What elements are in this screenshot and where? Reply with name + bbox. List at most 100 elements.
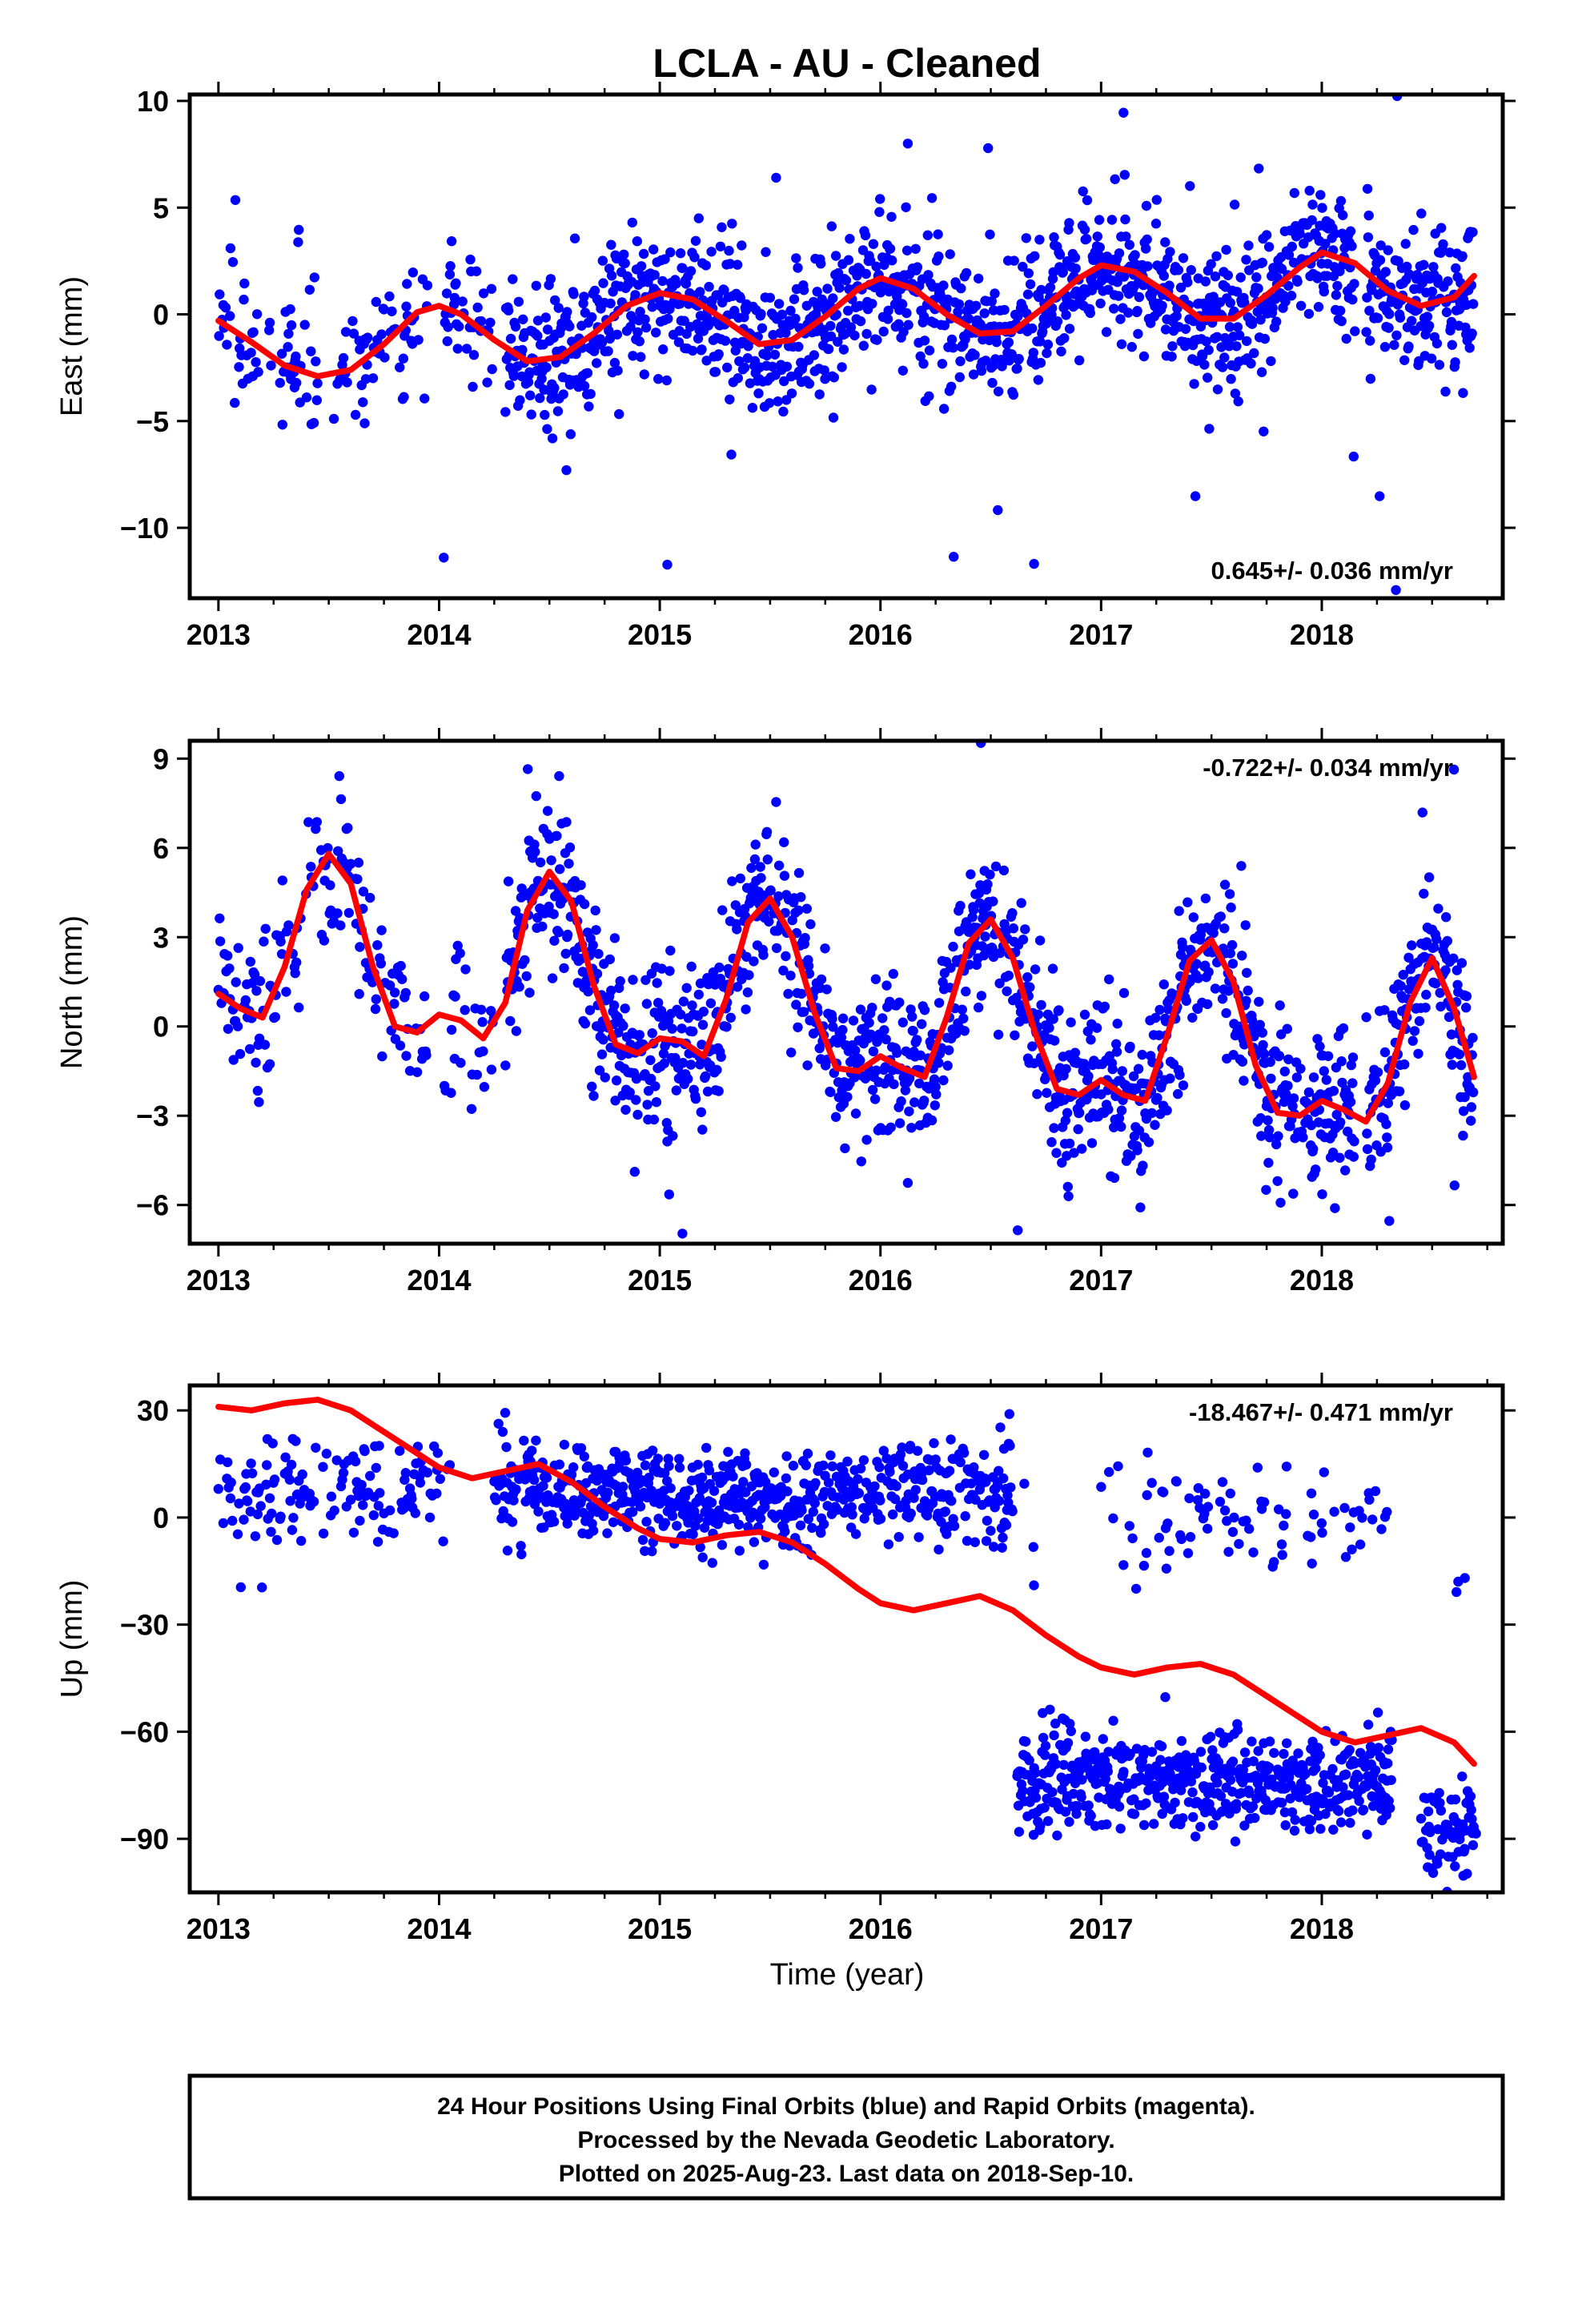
- data-point: [1370, 1486, 1381, 1497]
- data-point: [1217, 994, 1228, 1004]
- y-axis-label: East (mm): [55, 276, 89, 416]
- data-point: [1033, 375, 1044, 385]
- data-point: [930, 1454, 941, 1465]
- data-point: [460, 1005, 470, 1015]
- data-point: [888, 968, 899, 979]
- data-point: [242, 1496, 253, 1506]
- data-point: [1130, 250, 1140, 260]
- data-point: [717, 1540, 728, 1550]
- data-point: [493, 1418, 504, 1429]
- data-point: [328, 413, 339, 424]
- data-point: [963, 313, 974, 324]
- data-point: [690, 1521, 701, 1531]
- data-point: [1315, 1750, 1325, 1760]
- data-point: [926, 193, 938, 203]
- data-point: [331, 1455, 342, 1466]
- data-point: [735, 293, 745, 304]
- data-point: [291, 957, 302, 968]
- data-point: [591, 925, 601, 935]
- data-point: [934, 1544, 944, 1555]
- velocity-label: -0.722+/- 0.034 mm/yr: [1203, 754, 1453, 782]
- data-point: [515, 395, 525, 405]
- data-point: [384, 291, 395, 302]
- data-point: [1018, 261, 1028, 272]
- data-point: [1468, 1839, 1479, 1851]
- data-point: [569, 233, 580, 243]
- data-point: [1458, 1106, 1469, 1116]
- data-point: [218, 1518, 229, 1529]
- data-point: [712, 1064, 722, 1076]
- data-point: [1044, 1023, 1054, 1033]
- data-point: [452, 344, 463, 354]
- data-point: [213, 1484, 223, 1494]
- data-point: [1171, 311, 1182, 321]
- data-point: [1276, 1539, 1287, 1550]
- data-point: [251, 1057, 261, 1068]
- data-point: [1319, 1066, 1330, 1076]
- data-point: [1050, 1035, 1060, 1046]
- data-point: [1152, 1092, 1162, 1104]
- data-point: [605, 298, 616, 309]
- data-point: [277, 420, 287, 430]
- data-point: [647, 1546, 657, 1557]
- footer-line-2: Processed by the Nevada Geodetic Laborat…: [577, 2127, 1114, 2153]
- data-point: [1182, 277, 1193, 287]
- data-point: [510, 321, 521, 332]
- data-point: [500, 1408, 511, 1418]
- data-point: [335, 794, 347, 805]
- data-point: [1114, 291, 1124, 301]
- data-point: [550, 295, 560, 306]
- data-point: [1014, 1827, 1025, 1837]
- data-point: [837, 1013, 849, 1023]
- data-point: [1460, 1844, 1470, 1854]
- data-point: [1340, 1552, 1351, 1562]
- data-point: [1146, 1108, 1157, 1119]
- data-point: [1259, 333, 1271, 344]
- data-point: [628, 351, 638, 361]
- data-point: [1263, 242, 1275, 252]
- data-point: [1274, 1504, 1284, 1514]
- data-point: [1062, 1108, 1073, 1118]
- data-point: [1304, 1824, 1315, 1835]
- x-tick-label: 2018: [1290, 618, 1354, 651]
- data-point: [1407, 316, 1417, 326]
- data-point: [917, 1474, 928, 1486]
- data-point: [1118, 1560, 1129, 1570]
- data-point: [379, 304, 389, 315]
- data-point: [1156, 1741, 1167, 1751]
- data-point: [915, 1050, 926, 1061]
- data-point: [500, 1060, 511, 1071]
- data-point: [251, 357, 261, 368]
- data-point: [1419, 259, 1429, 270]
- data-point: [658, 344, 669, 355]
- data-point: [837, 1024, 848, 1035]
- data-point: [850, 1108, 861, 1119]
- x-tick-label: 2016: [849, 618, 913, 651]
- data-point: [1064, 324, 1075, 334]
- data-point: [861, 268, 872, 279]
- data-point: [1244, 1788, 1255, 1799]
- data-point: [294, 1002, 304, 1013]
- data-point: [767, 361, 777, 372]
- data-point: [1240, 920, 1251, 931]
- data-point: [1193, 973, 1204, 983]
- data-point: [597, 255, 608, 266]
- data-point: [1277, 1550, 1287, 1560]
- data-point: [1039, 1803, 1050, 1813]
- x-tick-label: 2017: [1069, 618, 1133, 651]
- data-point: [733, 373, 743, 384]
- data-point: [1340, 1165, 1351, 1176]
- data-point: [1332, 280, 1343, 292]
- data-point: [1347, 241, 1357, 251]
- data-point: [934, 251, 944, 262]
- data-point: [1014, 353, 1024, 364]
- data-point: [717, 905, 728, 915]
- data-point: [1258, 1039, 1268, 1051]
- data-point: [318, 1462, 328, 1472]
- data-point: [706, 247, 717, 257]
- data-point: [648, 244, 659, 255]
- data-point: [1195, 1747, 1207, 1757]
- data-point: [283, 328, 294, 339]
- data-point: [1042, 1088, 1052, 1098]
